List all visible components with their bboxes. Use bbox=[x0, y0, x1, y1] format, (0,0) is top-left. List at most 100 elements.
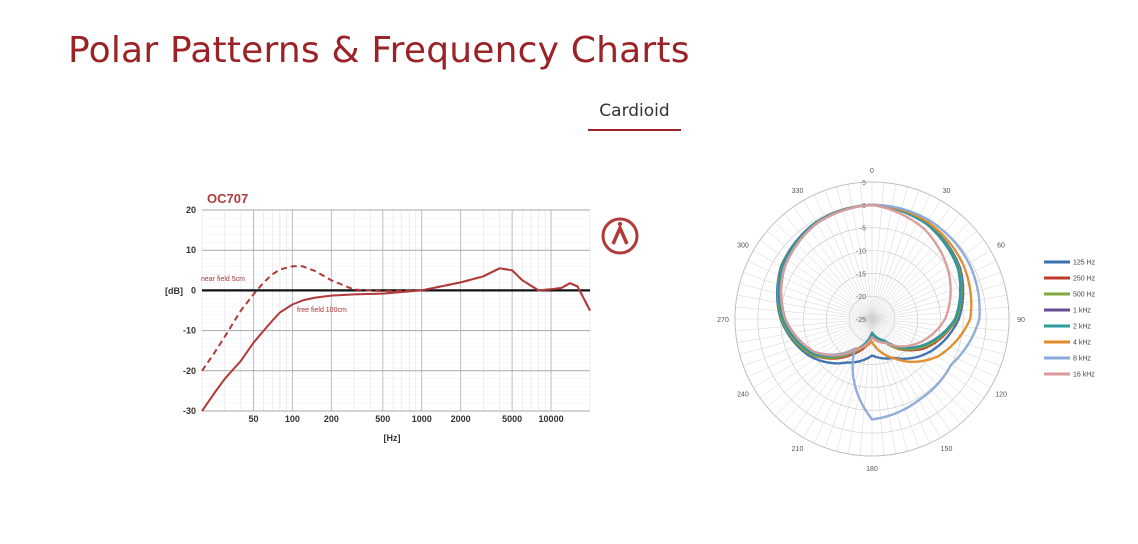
angle-label: 150 bbox=[941, 446, 953, 453]
polar-spoke bbox=[739, 283, 873, 320]
polar-spoke bbox=[766, 318, 873, 408]
polar-spoke bbox=[783, 213, 873, 320]
polar-spoke bbox=[871, 306, 1009, 320]
polar-spoke bbox=[803, 200, 873, 320]
legend-label: 16 kHz bbox=[1073, 372, 1095, 379]
radial-tick-label: -15 bbox=[856, 271, 866, 278]
polar-spoke bbox=[871, 283, 1005, 320]
x-tick-label: 200 bbox=[324, 414, 339, 424]
y-tick-label: 10 bbox=[186, 245, 196, 255]
polar-spoke bbox=[871, 318, 978, 408]
angle-label: 120 bbox=[995, 392, 1007, 399]
angle-label: 270 bbox=[717, 317, 729, 324]
polar-spoke bbox=[871, 260, 997, 320]
polar-spoke bbox=[871, 318, 985, 398]
polar-spoke bbox=[743, 271, 873, 320]
angle-label: 90 bbox=[1017, 317, 1025, 324]
polar-spoke bbox=[871, 318, 1007, 344]
free-field-annotation: free field 100cm bbox=[297, 307, 347, 314]
polar-series-line bbox=[779, 203, 952, 357]
polar-spoke bbox=[871, 318, 951, 432]
legend-label: 4 kHz bbox=[1073, 340, 1091, 347]
y-axis-label: [dB] bbox=[165, 286, 183, 296]
polar-spoke bbox=[735, 306, 873, 320]
polar-spoke bbox=[759, 240, 873, 320]
frequency-grid bbox=[201, 209, 591, 412]
legend-label: 125 Hz bbox=[1073, 260, 1096, 267]
polar-spoke bbox=[871, 250, 991, 320]
polar-spoke bbox=[735, 318, 873, 332]
polar-spoke bbox=[743, 318, 873, 367]
x-tick-label: 100 bbox=[285, 414, 300, 424]
polar-spoke bbox=[739, 318, 873, 355]
free-field-line bbox=[201, 267, 591, 412]
x-tick-label: 10000 bbox=[539, 414, 564, 424]
x-tick-label: 2000 bbox=[451, 414, 471, 424]
polar-spoke bbox=[871, 318, 897, 454]
tab-active-indicator bbox=[588, 129, 681, 131]
angle-label: 0 bbox=[870, 168, 874, 175]
near-field-line bbox=[201, 265, 591, 372]
polar-spoke bbox=[871, 240, 985, 320]
polar-spoke bbox=[813, 318, 873, 444]
polar-spoke bbox=[813, 194, 873, 320]
polar-spoke bbox=[747, 260, 873, 320]
x-tick-label: 5000 bbox=[502, 414, 522, 424]
polar-spoke bbox=[824, 190, 873, 320]
y-tick-label: 0 bbox=[191, 285, 196, 295]
y-tick-label: -30 bbox=[183, 406, 196, 416]
polar-spoke bbox=[803, 318, 873, 438]
legend-label: 250 Hz bbox=[1073, 276, 1096, 283]
radial-tick-label: -25 bbox=[856, 317, 866, 324]
polar-spoke bbox=[871, 294, 1007, 320]
tab-cardioid[interactable]: Cardioid bbox=[588, 99, 681, 131]
radial-tick-label: -5 bbox=[860, 226, 866, 233]
y-tick-label: 20 bbox=[186, 205, 196, 215]
angle-label: 330 bbox=[792, 188, 804, 195]
chart-title: OC707 bbox=[207, 191, 248, 206]
polar-series bbox=[776, 203, 981, 421]
radial-tick-label: 5 bbox=[862, 180, 866, 187]
angle-label: 210 bbox=[792, 446, 804, 453]
angle-label: 240 bbox=[737, 392, 749, 399]
polar-pattern-chart: 50-5-10-15-20-25030609012015018021024027… bbox=[717, 168, 1096, 473]
polar-spoke bbox=[871, 271, 1001, 320]
polar-spoke bbox=[871, 318, 970, 417]
brand-logo-icon bbox=[601, 217, 639, 255]
page-title: Polar Patterns & Frequency Charts bbox=[68, 30, 690, 71]
y-tick-label: -10 bbox=[183, 326, 196, 336]
polar-spoke bbox=[871, 318, 885, 456]
polar-spoke bbox=[737, 318, 873, 344]
polar-series-line bbox=[777, 203, 962, 358]
polar-spoke bbox=[871, 230, 978, 320]
polar-grid: 50-5-10-15-20-25030609012015018021024027… bbox=[717, 168, 1025, 473]
x-tick-label: 500 bbox=[375, 414, 390, 424]
angle-label: 300 bbox=[737, 243, 749, 250]
y-tick-label: -20 bbox=[183, 366, 196, 376]
polar-spoke bbox=[793, 318, 873, 432]
polar-spoke bbox=[774, 221, 873, 320]
angle-label: 60 bbox=[997, 243, 1005, 250]
polar-spoke bbox=[753, 250, 873, 320]
legend-label: 500 Hz bbox=[1073, 292, 1096, 299]
angle-label: 30 bbox=[943, 188, 951, 195]
radial-tick-label: -20 bbox=[856, 294, 866, 301]
polar-spoke bbox=[774, 318, 873, 417]
angle-label: 180 bbox=[866, 466, 878, 473]
legend-label: 8 kHz bbox=[1073, 356, 1091, 363]
x-tick-label: 1000 bbox=[412, 414, 432, 424]
polar-spoke bbox=[783, 318, 873, 425]
polar-spoke bbox=[871, 318, 941, 438]
tab-cardioid-label: Cardioid bbox=[599, 101, 670, 121]
legend-label: 1 kHz bbox=[1073, 308, 1091, 315]
radial-tick-label: -10 bbox=[856, 249, 866, 256]
polar-spoke bbox=[766, 230, 873, 320]
x-tick-label: 50 bbox=[248, 414, 258, 424]
frequency-series bbox=[201, 265, 591, 412]
polar-spoke bbox=[871, 318, 991, 388]
polar-spoke bbox=[737, 294, 873, 320]
near-field-annotation: near field 5cm bbox=[201, 276, 245, 283]
polar-spoke bbox=[871, 318, 961, 425]
